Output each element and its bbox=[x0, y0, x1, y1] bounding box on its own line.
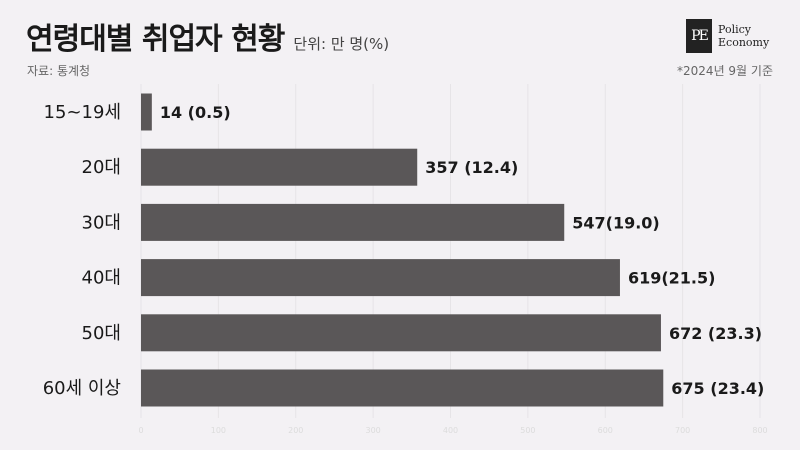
title-block: 연령대별 취업자 현황 단위: 만 명(%) bbox=[26, 14, 389, 58]
x-tick-label: 700 bbox=[675, 426, 690, 435]
source-label: 자료: 통계청 bbox=[27, 64, 91, 78]
value-label: 675 (23.4) bbox=[671, 379, 764, 398]
x-tick-label: 400 bbox=[443, 426, 458, 435]
chart-title: 연령대별 취업자 현황 bbox=[26, 22, 285, 57]
logo-mark: PE bbox=[686, 19, 712, 53]
bar bbox=[141, 259, 620, 297]
category-label: 50대 bbox=[82, 323, 121, 344]
x-tick-label: 200 bbox=[288, 426, 303, 435]
x-tick-label: 800 bbox=[752, 426, 767, 435]
bar bbox=[141, 148, 418, 186]
value-label: 14 (0.5) bbox=[160, 103, 231, 122]
date-note: *2024년 9월 기준 bbox=[677, 64, 773, 78]
category-label: 15~19세 bbox=[44, 102, 121, 123]
x-tick-label: 600 bbox=[598, 426, 613, 435]
logo-text: Policy Economy bbox=[718, 23, 769, 49]
value-label: 547(19.0) bbox=[572, 213, 660, 232]
category-label: 20대 bbox=[82, 157, 121, 178]
category-label: 40대 bbox=[82, 268, 121, 289]
value-label: 619(21.5) bbox=[628, 269, 716, 288]
bar bbox=[141, 314, 661, 352]
bar bbox=[141, 203, 565, 241]
publisher-logo: PE Policy Economy bbox=[686, 19, 769, 53]
category-label: 60세 이상 bbox=[43, 378, 121, 399]
category-label: 30대 bbox=[82, 212, 121, 233]
logo-line-2: Economy bbox=[718, 36, 770, 49]
x-tick-label: 100 bbox=[211, 426, 226, 435]
value-label: 672 (23.3) bbox=[669, 324, 762, 343]
bar bbox=[141, 93, 152, 131]
x-tick-label: 500 bbox=[520, 426, 535, 435]
bar bbox=[141, 369, 664, 407]
unit-label: 단위: 만 명(%) bbox=[293, 35, 390, 53]
logo-line-1: Policy bbox=[718, 23, 751, 36]
value-label: 357 (12.4) bbox=[425, 158, 518, 177]
x-tick-label: 300 bbox=[365, 426, 380, 435]
x-tick-label: 0 bbox=[138, 426, 143, 435]
